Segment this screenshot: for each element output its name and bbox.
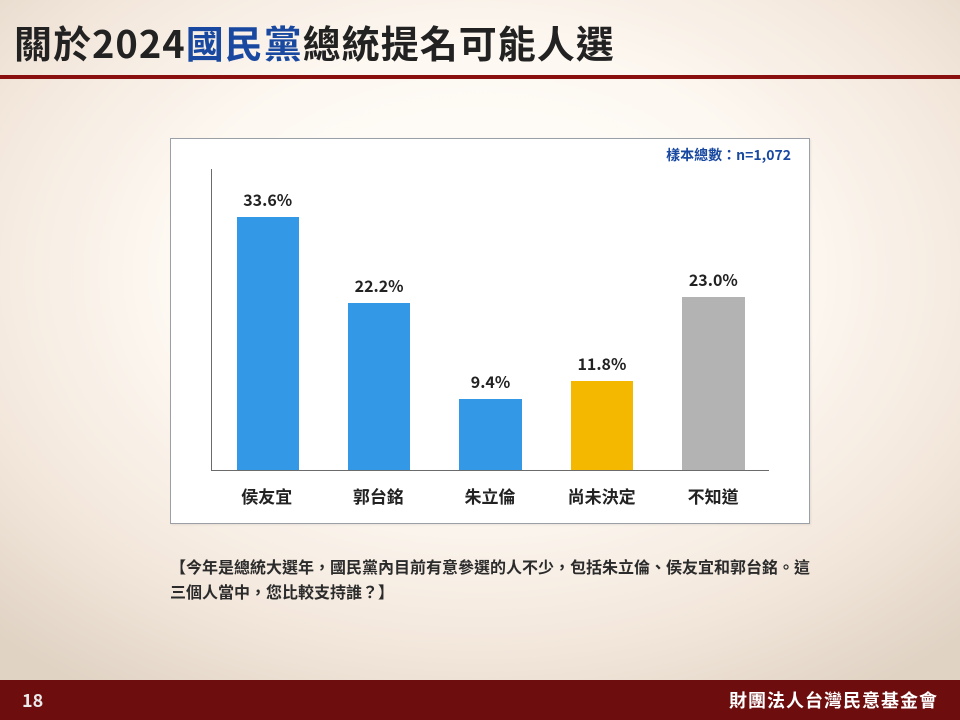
bar: 9.4% bbox=[459, 399, 521, 470]
bar-slot: 23.0% bbox=[658, 169, 769, 470]
bars-group: 33.6% 22.2% 9.4% 11.8% 23.0% bbox=[212, 169, 769, 470]
bar: 33.6% bbox=[237, 217, 299, 470]
bar-slot: 9.4% bbox=[435, 169, 546, 470]
x-axis-label: 侯友宜 bbox=[211, 471, 323, 523]
x-axis-label: 不知道 bbox=[657, 471, 769, 523]
bar-value-label: 23.0% bbox=[689, 267, 738, 291]
bar-value-label: 9.4% bbox=[471, 369, 511, 393]
title-row: 關於2024國民黨總統提名可能人選 bbox=[0, 0, 960, 75]
bar-slot: 33.6% bbox=[212, 169, 323, 470]
title-highlight: 國民黨 bbox=[186, 14, 303, 69]
bar-slot: 22.2% bbox=[323, 169, 434, 470]
page-title: 關於2024國民黨總統提名可能人選 bbox=[14, 14, 960, 69]
bar-slot: 11.8% bbox=[546, 169, 657, 470]
bar-value-label: 11.8% bbox=[577, 351, 626, 375]
slide: 關於2024國民黨總統提名可能人選 樣本總數：n=1,072 33.6% 22.2… bbox=[0, 0, 960, 720]
org-name: 財團法人台灣民意基金會 bbox=[729, 687, 938, 713]
title-prefix: 關於2024 bbox=[14, 14, 186, 69]
bar: 11.8% bbox=[571, 381, 633, 470]
x-axis-label: 尚未決定 bbox=[546, 471, 658, 523]
chart-container: 樣本總數：n=1,072 33.6% 22.2% 9.4% 11.8% 23.0% 侯友… bbox=[170, 138, 810, 524]
x-axis-labels: 侯友宜郭台銘朱立倫尚未決定不知道 bbox=[211, 471, 769, 523]
bar: 22.2% bbox=[348, 303, 410, 470]
x-axis-label: 朱立倫 bbox=[434, 471, 546, 523]
title-underline bbox=[0, 75, 960, 79]
plot-area: 33.6% 22.2% 9.4% 11.8% 23.0% bbox=[211, 169, 769, 471]
x-axis-label: 郭台銘 bbox=[323, 471, 435, 523]
title-suffix: 總統提名可能人選 bbox=[303, 14, 615, 69]
sample-size-note: 樣本總數：n=1,072 bbox=[666, 145, 791, 165]
footer-bar: 18 財團法人台灣民意基金會 bbox=[0, 680, 960, 720]
bar: 23.0% bbox=[682, 297, 744, 470]
bar-value-label: 33.6% bbox=[243, 187, 292, 211]
page-number: 18 bbox=[22, 687, 43, 713]
question-caption: 【今年是總統大選年，國民黨內目前有意參選的人不少，包括朱立倫、侯友宜和郭台銘。這… bbox=[170, 554, 810, 604]
bar-value-label: 22.2% bbox=[355, 273, 404, 297]
